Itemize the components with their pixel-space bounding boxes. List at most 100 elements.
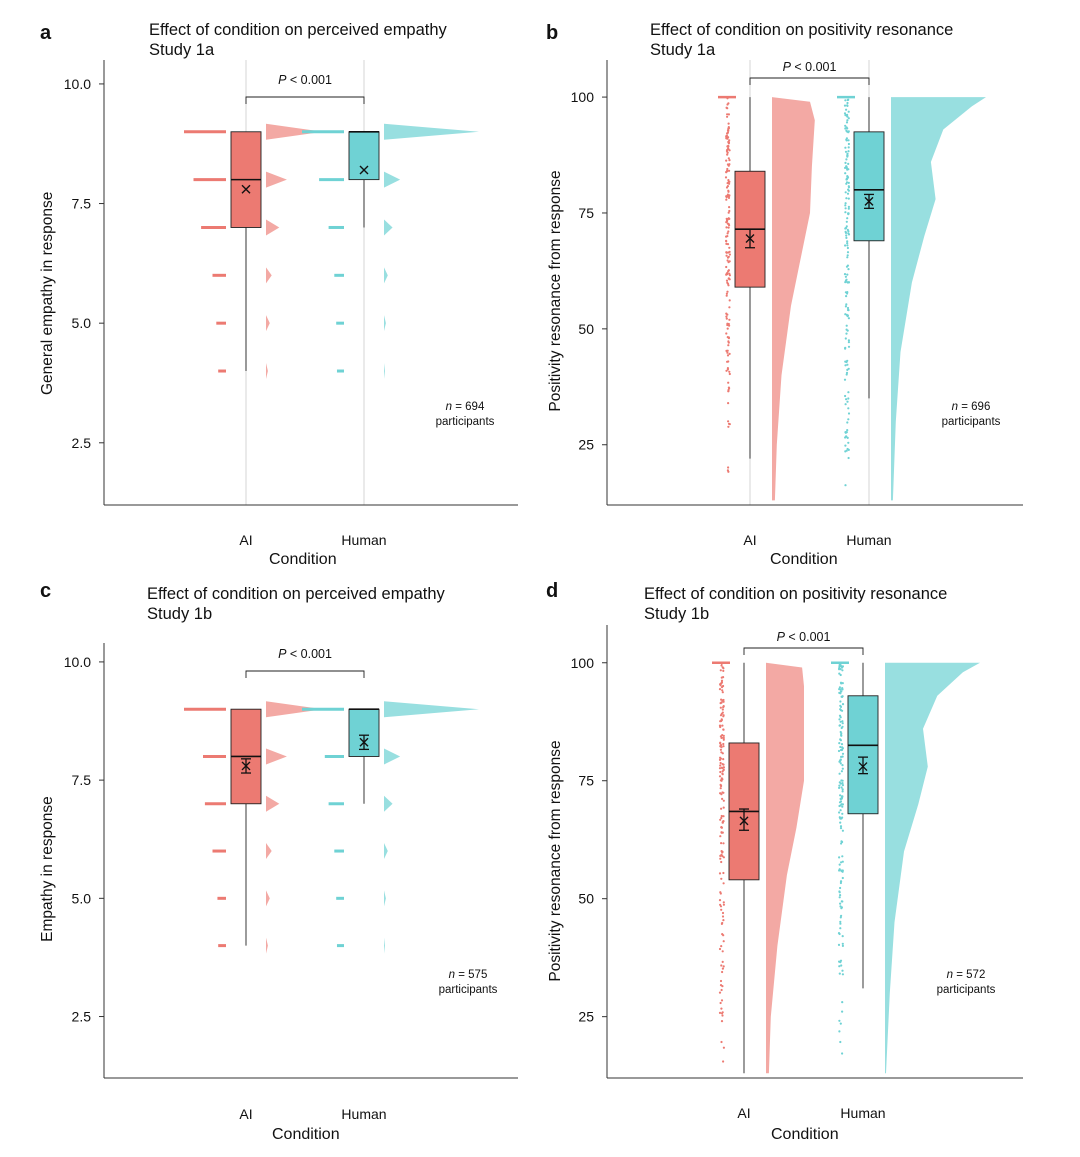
rain-point <box>722 1060 725 1063</box>
rain-point <box>847 207 850 210</box>
rain-point <box>841 722 844 725</box>
rain-point <box>728 169 731 172</box>
rain-point <box>728 370 731 373</box>
rain-point <box>726 336 729 339</box>
rain-point <box>725 198 728 201</box>
rain-point <box>841 725 844 728</box>
rain-point <box>840 914 843 917</box>
rain-point <box>727 196 731 199</box>
rain-point <box>722 715 725 718</box>
rain-point <box>719 779 723 782</box>
rain-point <box>847 146 850 149</box>
rain-point <box>726 360 729 363</box>
rain-point <box>840 880 843 883</box>
significance-label: P < 0.001 <box>783 60 837 74</box>
sample-size-unit: participants <box>937 984 996 996</box>
significance-bracket <box>749 77 870 85</box>
rain-point <box>844 403 847 406</box>
density-cloud <box>772 97 815 501</box>
rain-point <box>727 211 730 214</box>
rain-point <box>725 369 728 372</box>
rain-point <box>728 180 731 183</box>
rain-point <box>844 191 847 194</box>
rain-point <box>718 899 722 902</box>
y-tick-label: 100 <box>571 655 595 671</box>
rain-point <box>839 800 843 803</box>
rain-point <box>839 825 843 828</box>
rain-point <box>722 919 725 922</box>
rain-point <box>845 324 848 327</box>
rain-point <box>721 1014 724 1017</box>
rain-point <box>719 818 722 821</box>
rain-point <box>847 418 850 421</box>
rain-point <box>844 313 847 316</box>
rain-point <box>847 341 851 344</box>
rain-point <box>847 233 851 236</box>
rain-point <box>718 991 722 994</box>
rain-point <box>841 747 845 750</box>
rain-point <box>722 763 725 766</box>
rain-point <box>721 911 725 915</box>
rain-point <box>728 299 731 302</box>
rain-point <box>727 179 730 182</box>
rain-point <box>846 240 849 243</box>
rain-point <box>718 767 722 770</box>
rain-point <box>720 784 723 788</box>
rain-point <box>722 791 725 794</box>
rain-point <box>839 709 843 712</box>
panel-label: a <box>40 22 52 44</box>
rain-point <box>725 272 728 275</box>
rain-point <box>838 1019 841 1022</box>
rain-point <box>847 345 851 348</box>
rain-point <box>719 903 722 906</box>
rain-point <box>838 1030 841 1033</box>
rain-point <box>726 115 729 118</box>
rain-point <box>838 972 841 975</box>
rain-point <box>725 315 728 318</box>
rain-point <box>847 309 850 312</box>
rain-point <box>719 835 722 838</box>
rain-point <box>839 827 843 830</box>
rain-point <box>720 746 723 749</box>
rain-point <box>846 244 849 247</box>
rain-point <box>845 121 849 124</box>
rain-point <box>720 999 724 1002</box>
rain-point <box>728 182 731 185</box>
rain-point <box>719 1001 722 1005</box>
rain-point <box>837 943 841 947</box>
rain-point <box>846 115 849 118</box>
rain-point <box>722 903 726 906</box>
rain-point <box>725 239 728 242</box>
rain-point <box>719 979 723 983</box>
rain-point <box>728 217 731 220</box>
rain-point <box>720 679 724 682</box>
rain-point <box>720 766 723 769</box>
rain-point <box>840 770 844 773</box>
rain-point <box>839 886 842 890</box>
rain-point <box>726 169 729 172</box>
rain-point <box>722 698 725 702</box>
rain-point <box>722 965 725 968</box>
rain-point <box>838 772 841 775</box>
rain-point <box>844 275 848 278</box>
rain-point <box>722 882 725 885</box>
rain-point <box>845 371 849 374</box>
rain-point <box>845 265 849 268</box>
rain-point <box>720 945 723 948</box>
rain-point <box>844 431 847 434</box>
rain-point <box>837 749 841 753</box>
rain-point <box>841 1010 844 1013</box>
rain-point <box>727 127 731 130</box>
rain-point <box>722 667 725 670</box>
rain-point <box>727 189 730 192</box>
rain-point <box>845 108 848 111</box>
rain-point <box>845 332 848 335</box>
rain-point <box>720 1007 723 1010</box>
rain-point <box>841 790 844 793</box>
rain-point <box>847 197 850 200</box>
sample-size-label: n = 694 <box>446 401 485 413</box>
rain-point <box>718 775 722 778</box>
rain-point <box>838 932 841 936</box>
rain-point <box>839 1040 842 1044</box>
rain-point <box>721 967 725 970</box>
